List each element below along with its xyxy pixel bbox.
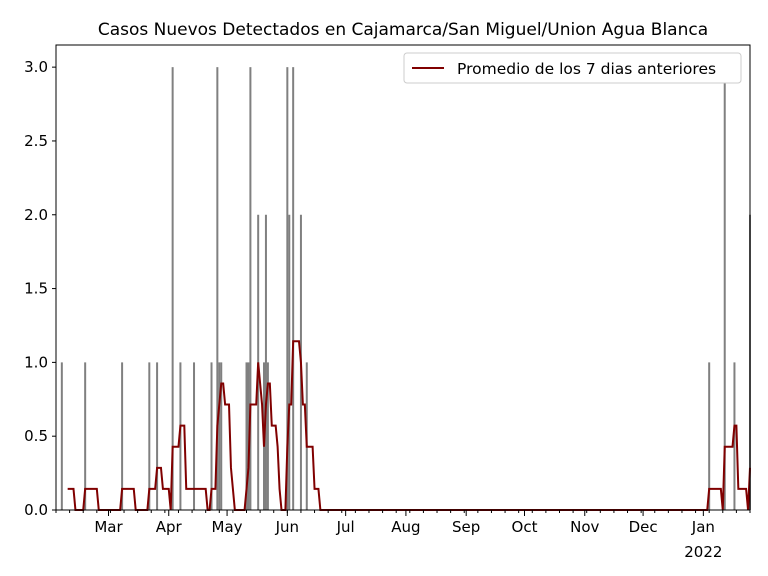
plot-frame	[55, 44, 751, 511]
avg-line	[67, 340, 751, 511]
bar	[84, 362, 87, 510]
bar	[288, 214, 291, 510]
bar	[245, 362, 248, 510]
y-tick-label: 2.5	[24, 132, 48, 150]
bar	[218, 362, 221, 510]
y-tick-label: 0.0	[24, 501, 48, 519]
x-tick-label: Oct	[512, 518, 538, 536]
bar	[723, 67, 726, 511]
bar	[264, 214, 267, 510]
x-tick-label: Aug	[391, 518, 420, 536]
bar	[193, 362, 196, 510]
bar	[266, 362, 269, 510]
bar	[216, 67, 219, 511]
x-tick-label: May	[212, 518, 243, 536]
x-tick-label: Dec	[629, 518, 658, 536]
x-tick-label: Jan	[691, 518, 715, 536]
x-tick-label: Nov	[570, 518, 599, 536]
y-tick-label: 0.5	[24, 427, 48, 445]
legend: Promedio de los 7 dias anteriores	[403, 52, 742, 84]
bar	[60, 362, 63, 510]
bar	[171, 67, 174, 511]
x-tick-label: Sep	[452, 518, 480, 536]
bar	[210, 362, 213, 510]
y-axis: 0.0 0.5 1.0 1.5 2.0 2.5 3.0	[24, 58, 56, 519]
bar	[220, 362, 223, 510]
x-tick-label: Mar	[94, 518, 123, 536]
bar	[121, 362, 124, 510]
bar	[156, 362, 159, 510]
chart-title: Casos Nuevos Detectados en Cajamarca/San…	[98, 20, 708, 40]
y-tick-label: 1.0	[24, 353, 48, 371]
bars	[60, 67, 751, 511]
y-tick-label: 2.0	[24, 206, 48, 224]
bar	[148, 362, 151, 510]
x-tick-sublabel: 2022	[684, 543, 722, 561]
bar	[249, 67, 252, 511]
legend-label: Promedio de los 7 dias anteriores	[457, 60, 716, 78]
bar	[286, 67, 289, 511]
x-tick-label: Apr	[156, 518, 183, 536]
avg-line-group	[67, 340, 751, 511]
x-axis: Mar Apr May Jun Jul Aug Sep Oct Nov Dec Jan 2022	[55, 510, 751, 561]
bar	[292, 67, 295, 511]
y-tick-label: 1.5	[24, 280, 48, 298]
y-tick-label: 3.0	[24, 58, 48, 76]
bar	[708, 362, 711, 510]
x-tick-label: Jun	[275, 518, 299, 536]
x-tick-label: Jul	[336, 518, 355, 536]
